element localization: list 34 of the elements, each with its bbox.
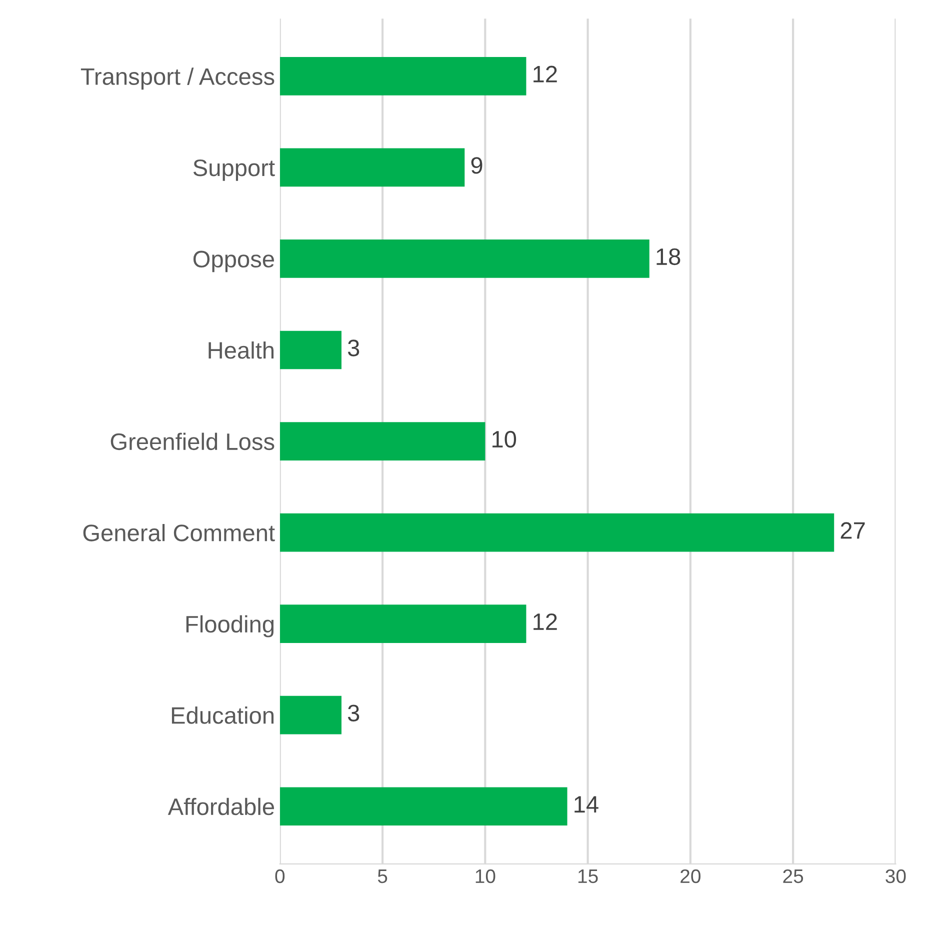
x-tick-label: 0: [275, 869, 285, 884]
bar: [280, 240, 650, 278]
y-tick-label: Support: [193, 160, 275, 181]
y-tick-label: Transport / Access: [80, 68, 274, 90]
bar: [280, 513, 834, 552]
data-label: 12: [534, 613, 557, 630]
bar: [280, 787, 568, 826]
x-tick-label: 10: [476, 869, 496, 884]
y-tick-label: Oppose: [193, 250, 274, 272]
data-label: 14: [574, 796, 598, 812]
bar: [280, 148, 465, 187]
y-tick-label: Affordable: [168, 798, 274, 816]
y-tick-label: General Comment: [83, 524, 275, 542]
x-tick-label: 15: [578, 870, 598, 884]
data-label: 18: [656, 248, 680, 266]
bar: [280, 57, 526, 96]
data-label: 12: [534, 66, 557, 82]
x-tick-label: 20: [680, 869, 700, 884]
data-label: 27: [840, 522, 865, 539]
x-tick-label: 5: [378, 870, 388, 884]
data-label: 10: [492, 430, 516, 448]
bar: [280, 422, 486, 460]
data-label: 9: [471, 157, 482, 174]
bar: [280, 330, 342, 370]
data-label: 3: [348, 340, 360, 356]
bar: [280, 696, 342, 734]
y-tick-label: Education: [172, 706, 274, 724]
y-tick-label: Greenfield Loss: [110, 432, 274, 450]
y-tick-label: Health: [208, 341, 274, 359]
x-tick-label: 25: [783, 869, 804, 884]
bar: [280, 604, 526, 643]
data-label: 3: [348, 704, 360, 722]
x-tick-label: 30: [886, 869, 906, 884]
y-tick-label: Flooding: [186, 615, 274, 638]
